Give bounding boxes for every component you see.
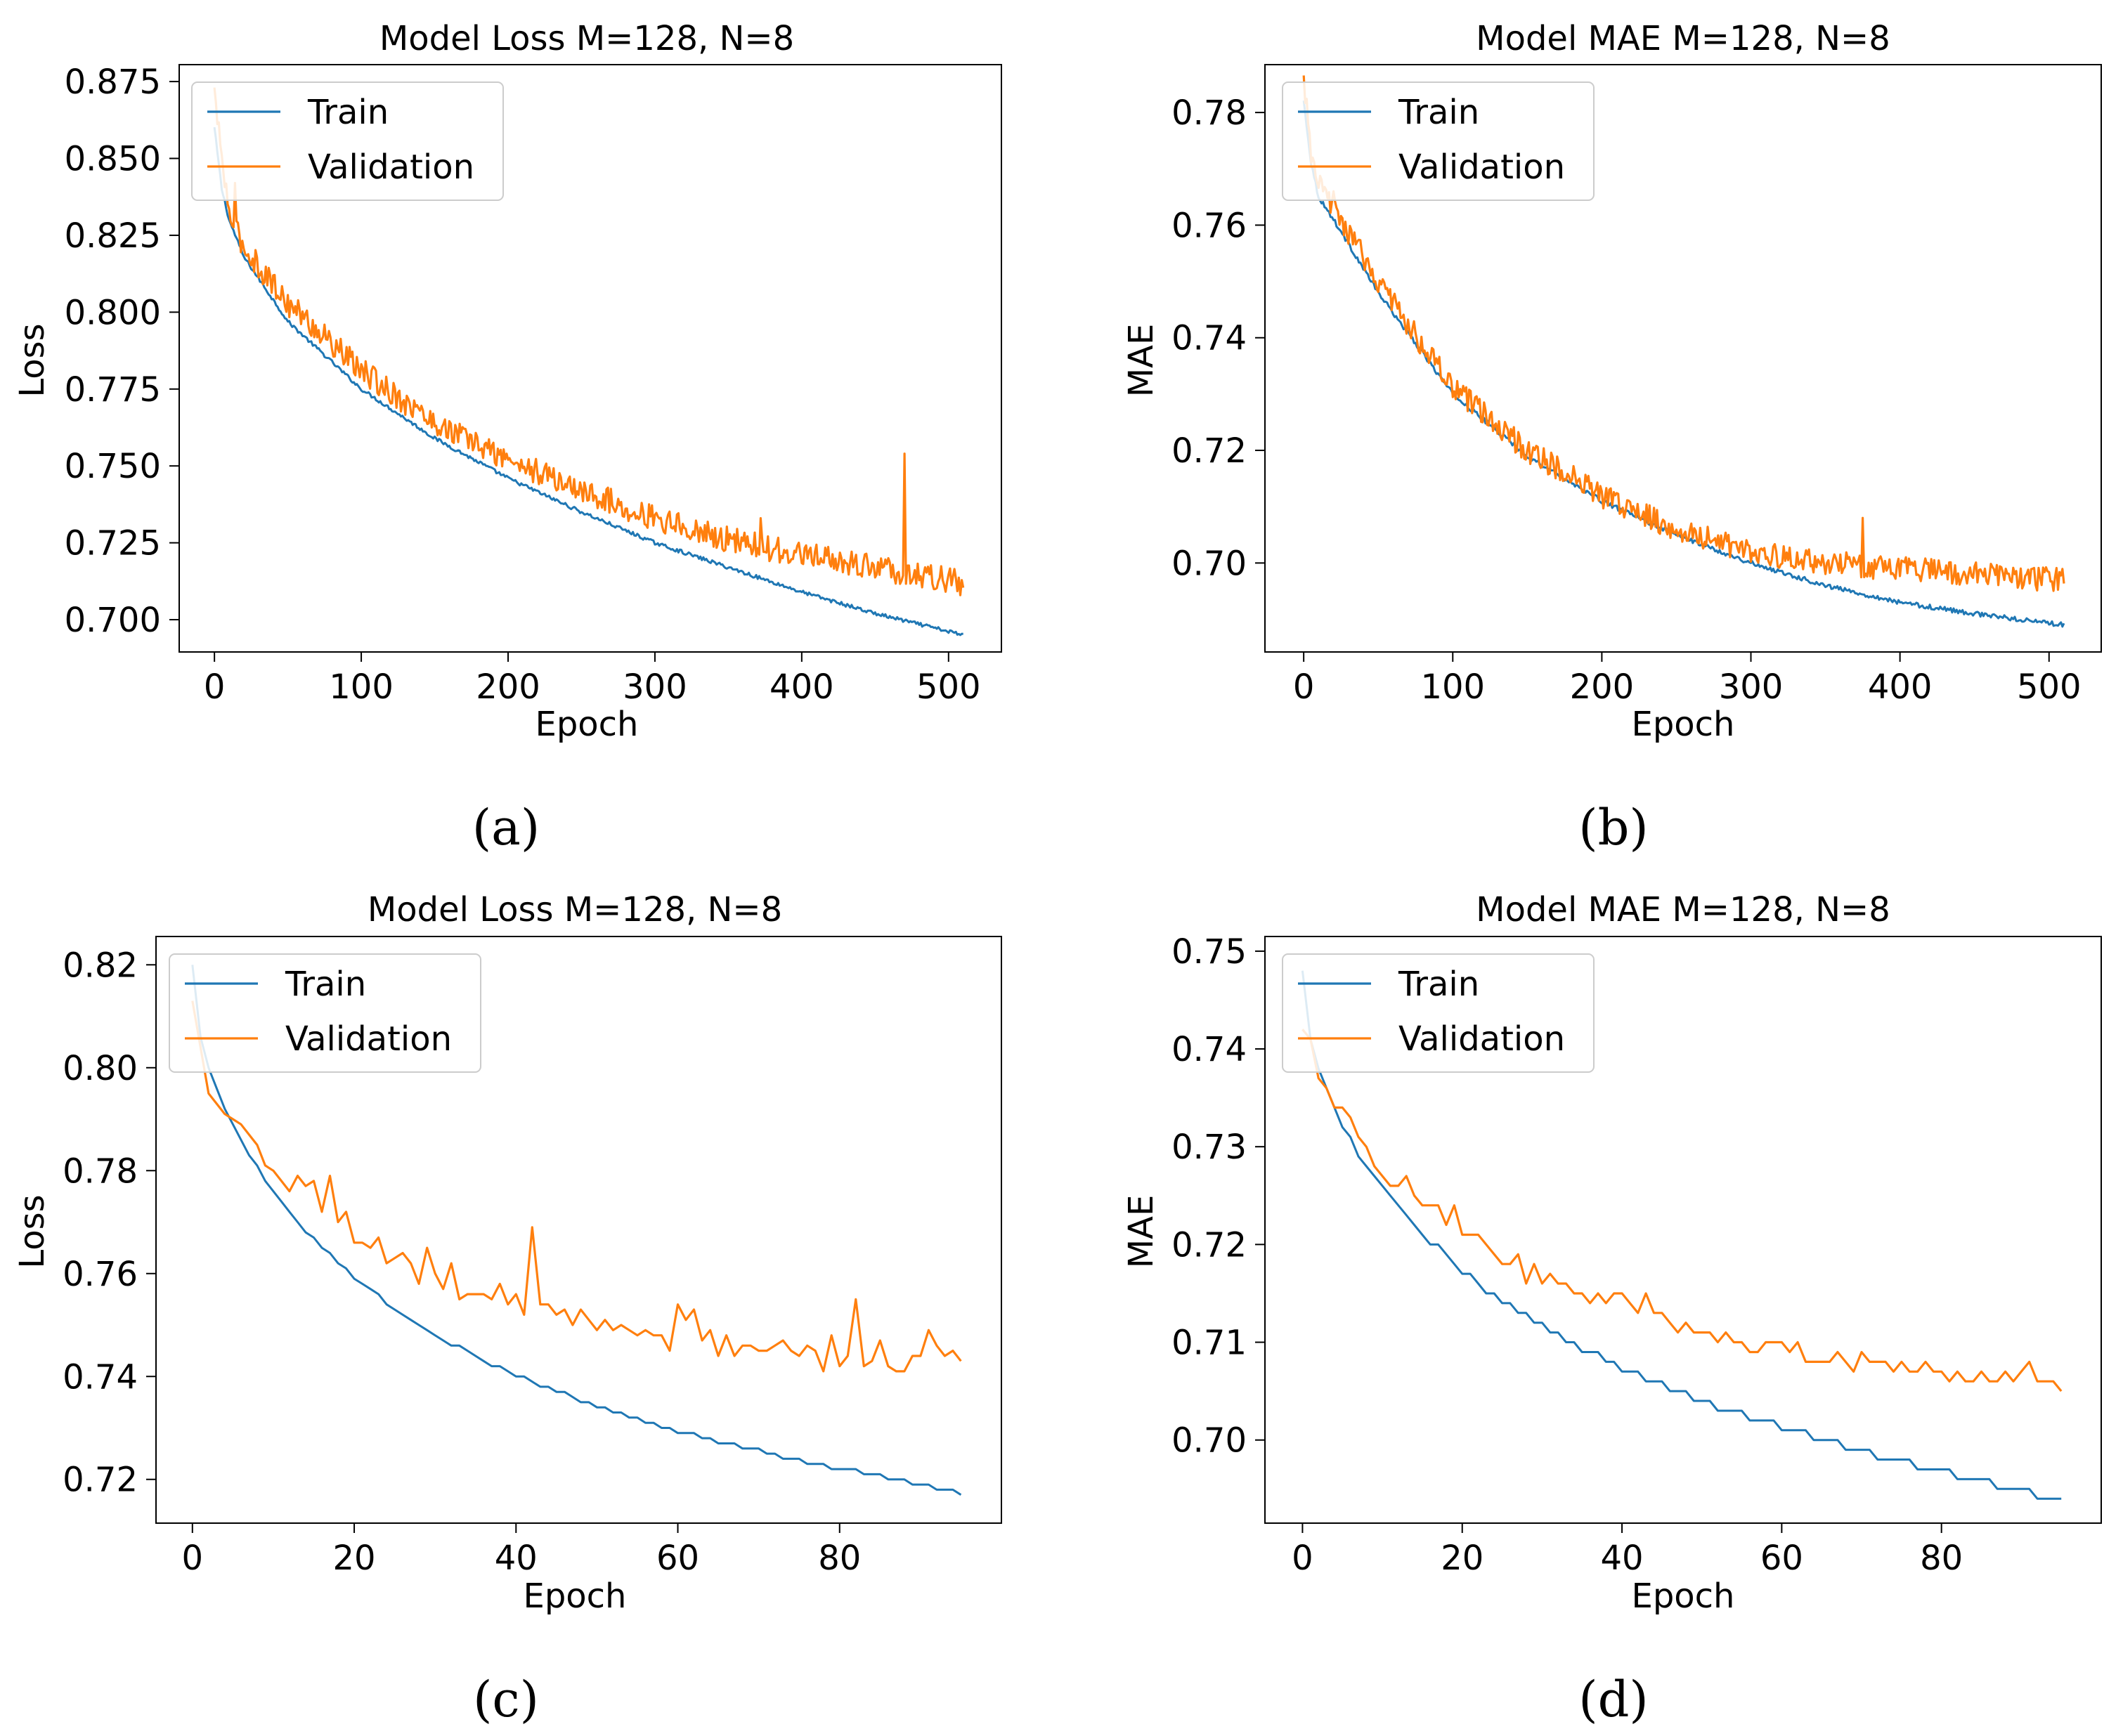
x-tick-label: 100 [1420, 667, 1485, 707]
y-axis-label: Loss [13, 323, 52, 397]
y-tick-label: 0.825 [65, 216, 161, 256]
panel-a: Model Loss M=128, N=8 Epoch Loss (a) 0 10… [13, 19, 1002, 856]
y-tick-label: 0.700 [65, 601, 161, 640]
x-tick-label: 200 [476, 667, 540, 707]
y-tick-label: 0.73 [1171, 1128, 1247, 1167]
panel-label: (a) [472, 799, 540, 856]
series-group [213, 87, 965, 637]
panel-b: Model MAE M=128, N=8 Epoch MAE (b) 0 100 2… [1122, 19, 2102, 856]
x-tick-label: 40 [495, 1539, 538, 1578]
legend-label: Train [1398, 93, 1479, 132]
x-tick-label: 40 [1601, 1539, 1644, 1578]
y-tick-label: 0.78 [1171, 93, 1247, 133]
plot-area: 0 100 200 300 400 500 0.70 0.72 0.74 0.76 0.78 Trai… [1171, 64, 2102, 707]
chart-title: Model MAE M=128, N=8 [1476, 19, 1890, 58]
panel-c: Model Loss M=128, N=8 Epoch Loss (c) 0 20… [13, 890, 1002, 1728]
x-tick-label: 0 [1292, 1539, 1313, 1578]
plot-area: 0 20 40 60 80 0.72 0.74 0.76 0.78 0.80 0.82 Train Va… [63, 936, 1002, 1578]
y-tick-label: 0.72 [63, 1461, 138, 1500]
series-line-train [1301, 970, 2062, 1500]
x-axis-label: Epoch [1632, 1577, 1735, 1616]
series-group [1302, 75, 2065, 628]
series-line-validation [191, 1000, 962, 1373]
x-axis-label: Epoch [1632, 705, 1735, 744]
series-line-train [213, 126, 963, 637]
x-tick-label: 60 [656, 1539, 699, 1578]
legend-label: Validation [308, 148, 474, 187]
y-tick-label: 0.72 [1171, 431, 1247, 471]
y-tick-label: 0.875 [65, 63, 161, 102]
x-tick-label: 80 [818, 1539, 861, 1578]
chart-title: Model Loss M=128, N=8 [368, 890, 782, 929]
series-line-validation [1302, 75, 2065, 592]
y-tick-label: 0.750 [65, 447, 161, 486]
x-axis-label: Epoch [535, 705, 639, 744]
legend-label: Train [1398, 965, 1479, 1004]
x-tick-label: 80 [1920, 1539, 1963, 1578]
axes-frame [1264, 936, 2102, 1524]
panel-label: (b) [1578, 799, 1648, 856]
x-tick-label: 0 [1293, 667, 1315, 707]
x-axis-label: Epoch [524, 1577, 627, 1616]
plot-area: 0 100 200 300 400 500 0.700 0.725 0.750 0.775 0.80… [65, 63, 1002, 707]
x-tick-label: 0 [204, 667, 226, 707]
plot-area: 0 20 40 60 80 0.70 0.71 0.72 0.73 0.74 0.75 Train Va… [1171, 932, 2102, 1578]
legend-label: Validation [1398, 1019, 1565, 1059]
legend-label: Validation [1398, 148, 1565, 187]
x-tick-label: 200 [1570, 667, 1635, 707]
legend: Train Validation [1282, 81, 1595, 201]
x-tick-label: 60 [1760, 1539, 1803, 1578]
legend: Train Validation [169, 953, 481, 1073]
x-tick-label: 100 [329, 667, 394, 707]
x-tick-label: 0 [182, 1539, 204, 1578]
y-axis-label: Loss [13, 1194, 52, 1268]
x-tick-label: 20 [1441, 1539, 1483, 1578]
series-line-train [191, 965, 962, 1496]
axes-frame [178, 64, 1002, 653]
y-tick-label: 0.82 [63, 946, 138, 985]
x-tick-label: 20 [333, 1539, 376, 1578]
x-tick-label: 300 [623, 667, 687, 707]
y-tick-label: 0.775 [65, 370, 161, 410]
x-tick-label: 500 [916, 667, 981, 707]
y-tick-label: 0.72 [1171, 1225, 1247, 1265]
panel-d: Model MAE M=128, N=8 Epoch MAE (d) 0 20 40… [1122, 890, 2102, 1728]
chart-title: Model MAE M=128, N=8 [1476, 890, 1890, 929]
legend: Train Validation [1282, 953, 1595, 1073]
y-tick-label: 0.74 [1171, 1030, 1247, 1069]
legend-label: Train [307, 93, 389, 132]
x-tick-label: 400 [1868, 667, 1933, 707]
y-tick-label: 0.76 [63, 1255, 138, 1294]
legend-label: Train [285, 965, 366, 1004]
series-group [1301, 970, 2063, 1500]
y-tick-label: 0.76 [1171, 206, 1247, 245]
legend: Train Validation [191, 81, 504, 201]
legend-label: Validation [285, 1019, 452, 1059]
y-tick-label: 0.70 [1171, 1421, 1247, 1461]
y-axis-label: MAE [1122, 324, 1161, 398]
panel-label: (d) [1578, 1671, 1648, 1728]
y-tick-label: 0.74 [63, 1357, 138, 1397]
y-tick-label: 0.78 [63, 1151, 138, 1191]
y-tick-label: 0.800 [65, 293, 161, 332]
series-line-validation [213, 87, 965, 596]
axes-frame [1264, 64, 2102, 653]
y-tick-label: 0.75 [1171, 932, 1247, 972]
axes-frame [155, 936, 1002, 1524]
y-tick-label: 0.725 [65, 524, 161, 563]
y-tick-label: 0.71 [1171, 1324, 1247, 1363]
x-tick-label: 500 [2017, 667, 2082, 707]
y-tick-label: 0.74 [1171, 319, 1247, 358]
y-axis-label: MAE [1122, 1195, 1161, 1269]
chart-title: Model Loss M=128, N=8 [379, 19, 794, 58]
x-tick-label: 300 [1719, 667, 1784, 707]
y-tick-label: 0.80 [63, 1049, 138, 1088]
x-tick-label: 400 [770, 667, 834, 707]
y-tick-label: 0.70 [1171, 544, 1247, 583]
series-line-validation [1301, 1029, 2063, 1392]
series-group [191, 965, 962, 1496]
panel-label: (c) [473, 1671, 539, 1728]
y-tick-label: 0.850 [65, 139, 161, 178]
